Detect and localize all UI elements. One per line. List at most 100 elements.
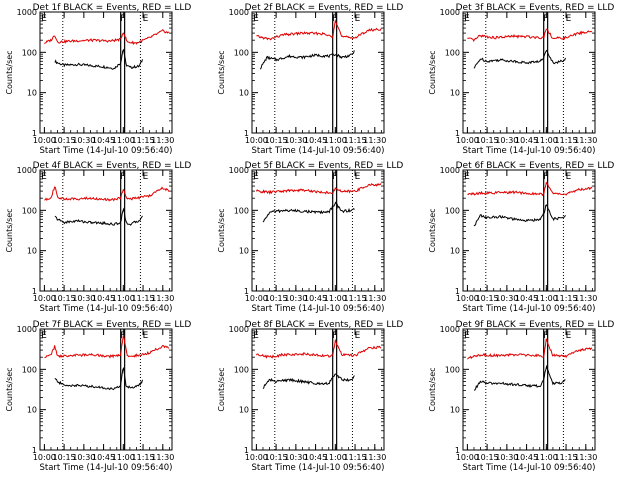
x-axis-label: Start Time (14-Jul-10 09:56:40) bbox=[40, 146, 173, 156]
y-tick-label: 100 bbox=[445, 48, 460, 57]
events-series-line bbox=[262, 373, 355, 389]
x-tick-label: 11:00 bbox=[112, 136, 135, 145]
x-tick-label: 10:15 bbox=[53, 453, 76, 462]
y-axis-label: Counts/sec bbox=[428, 50, 437, 94]
y-tick-label: 1000 bbox=[229, 325, 249, 334]
y-tick-label: 10 bbox=[450, 89, 460, 98]
panel-title: Det 9f BLACK = Events, RED = LLD bbox=[456, 320, 615, 330]
x-tick-label: 11:15 bbox=[132, 294, 155, 303]
marker-label: F bbox=[332, 331, 337, 341]
marker-label: E bbox=[143, 172, 149, 182]
lld-series-line bbox=[255, 182, 382, 196]
marker-label: F bbox=[120, 172, 125, 182]
y-tick-label: 10 bbox=[27, 406, 37, 415]
y-tick-label: 1 bbox=[32, 287, 37, 296]
panel-title: Det 1f BLACK = Events, RED = LLD bbox=[33, 3, 192, 13]
lld-series-line bbox=[467, 338, 593, 360]
y-tick-label: 100 bbox=[234, 206, 249, 215]
marker-label: E bbox=[143, 14, 149, 24]
panel-8: Det 8f BLACK = Events, RED = LLD 1 10 100 10… bbox=[217, 320, 403, 473]
events-series-line bbox=[262, 201, 355, 223]
plot-frame bbox=[39, 169, 173, 292]
x-tick-label: 11:30 bbox=[363, 136, 386, 145]
x-tick-label: 10:15 bbox=[265, 453, 288, 462]
y-tick-label: 1000 bbox=[17, 325, 37, 334]
y-tick-label: 10 bbox=[239, 247, 249, 256]
x-tick-label: 10:45 bbox=[92, 294, 115, 303]
y-tick-label: 100 bbox=[22, 206, 37, 215]
panel-1: Det 1f BLACK = Events, RED = LLD 1 10 100 10… bbox=[5, 3, 191, 156]
x-tick-label: 11:30 bbox=[574, 136, 597, 145]
y-axis-label: Counts/sec bbox=[428, 367, 437, 411]
x-axis-label: Start Time (14-Jul-10 09:56:40) bbox=[252, 463, 385, 473]
x-axis-label: Start Time (14-Jul-10 09:56:40) bbox=[40, 463, 173, 473]
x-tick-label: 10:30 bbox=[495, 136, 518, 145]
y-tick-label: 1 bbox=[244, 446, 249, 455]
plot-frame bbox=[462, 169, 596, 292]
panel-title: Det 3f BLACK = Events, RED = LLD bbox=[456, 3, 615, 13]
lld-series-line bbox=[44, 335, 170, 359]
y-tick-label: 1000 bbox=[440, 166, 460, 175]
x-tick-label: 10:45 bbox=[304, 136, 327, 145]
x-tick-label: 11:30 bbox=[151, 294, 174, 303]
y-tick-label: 1000 bbox=[17, 8, 37, 17]
marker-label: E bbox=[143, 331, 149, 341]
x-tick-label: 10:30 bbox=[284, 294, 307, 303]
y-tick-label: 1 bbox=[455, 446, 460, 455]
y-tick-label: 100 bbox=[234, 365, 249, 374]
marker-label: F bbox=[543, 172, 548, 182]
y-tick-label: 1 bbox=[32, 129, 37, 138]
lld-series-line bbox=[44, 186, 170, 202]
y-tick-label: 10 bbox=[239, 406, 249, 415]
y-tick-label: 1000 bbox=[440, 8, 460, 17]
x-tick-label: 10:00 bbox=[33, 294, 56, 303]
marker-label: F bbox=[332, 172, 337, 182]
x-tick-label: 11:00 bbox=[112, 453, 135, 462]
y-axis-label: Counts/sec bbox=[428, 208, 437, 252]
y-tick-label: 1 bbox=[455, 287, 460, 296]
x-tick-label: 11:30 bbox=[363, 294, 386, 303]
y-tick-label: 1000 bbox=[17, 166, 37, 175]
marker-label: F bbox=[543, 331, 548, 341]
panel-7: Det 7f BLACK = Events, RED = LLD 1 10 100 10… bbox=[5, 320, 191, 473]
y-tick-label: 100 bbox=[234, 48, 249, 57]
y-axis-label: Counts/sec bbox=[217, 367, 226, 411]
x-tick-label: 10:30 bbox=[284, 453, 307, 462]
plot-frame bbox=[39, 11, 173, 134]
x-tick-label: 11:30 bbox=[363, 453, 386, 462]
lld-series-line bbox=[255, 338, 382, 359]
marker-label: E bbox=[253, 331, 259, 341]
marker-label: E bbox=[41, 331, 47, 341]
lld-series-line bbox=[467, 181, 593, 197]
x-axis-label: Start Time (14-Jul-10 09:56:40) bbox=[463, 146, 596, 156]
marker-label: E bbox=[566, 172, 572, 182]
panel-title: Det 2f BLACK = Events, RED = LLD bbox=[245, 3, 404, 13]
x-tick-label: 10:30 bbox=[72, 294, 95, 303]
x-tick-label: 10:00 bbox=[245, 294, 268, 303]
panel-title: Det 4f BLACK = Events, RED = LLD bbox=[33, 161, 192, 171]
events-series-line bbox=[473, 364, 566, 391]
marker-label: E bbox=[355, 14, 361, 24]
x-tick-label: 10:00 bbox=[33, 453, 56, 462]
y-tick-label: 100 bbox=[22, 48, 37, 57]
x-tick-label: 10:45 bbox=[92, 136, 115, 145]
x-tick-label: 10:45 bbox=[92, 453, 115, 462]
y-tick-label: 10 bbox=[239, 89, 249, 98]
x-tick-label: 10:30 bbox=[495, 453, 518, 462]
y-tick-label: 1 bbox=[244, 129, 249, 138]
y-tick-label: 10 bbox=[450, 247, 460, 256]
lld-series-line bbox=[467, 28, 593, 42]
events-series-line bbox=[54, 207, 143, 226]
plot-frame bbox=[251, 11, 385, 134]
y-tick-label: 100 bbox=[445, 365, 460, 374]
x-tick-label: 10:15 bbox=[265, 294, 288, 303]
y-tick-label: 100 bbox=[22, 365, 37, 374]
x-axis-label: Start Time (14-Jul-10 09:56:40) bbox=[252, 146, 385, 156]
panel-5: Det 5f BLACK = Events, RED = LLD 1 10 100 10… bbox=[217, 161, 403, 314]
panel-6: Det 6f BLACK = Events, RED = LLD 1 10 100 10… bbox=[428, 161, 614, 314]
marker-label: E bbox=[41, 14, 47, 24]
x-tick-label: 11:15 bbox=[344, 294, 367, 303]
marker-label: F bbox=[332, 14, 337, 24]
events-series-line bbox=[259, 50, 355, 70]
